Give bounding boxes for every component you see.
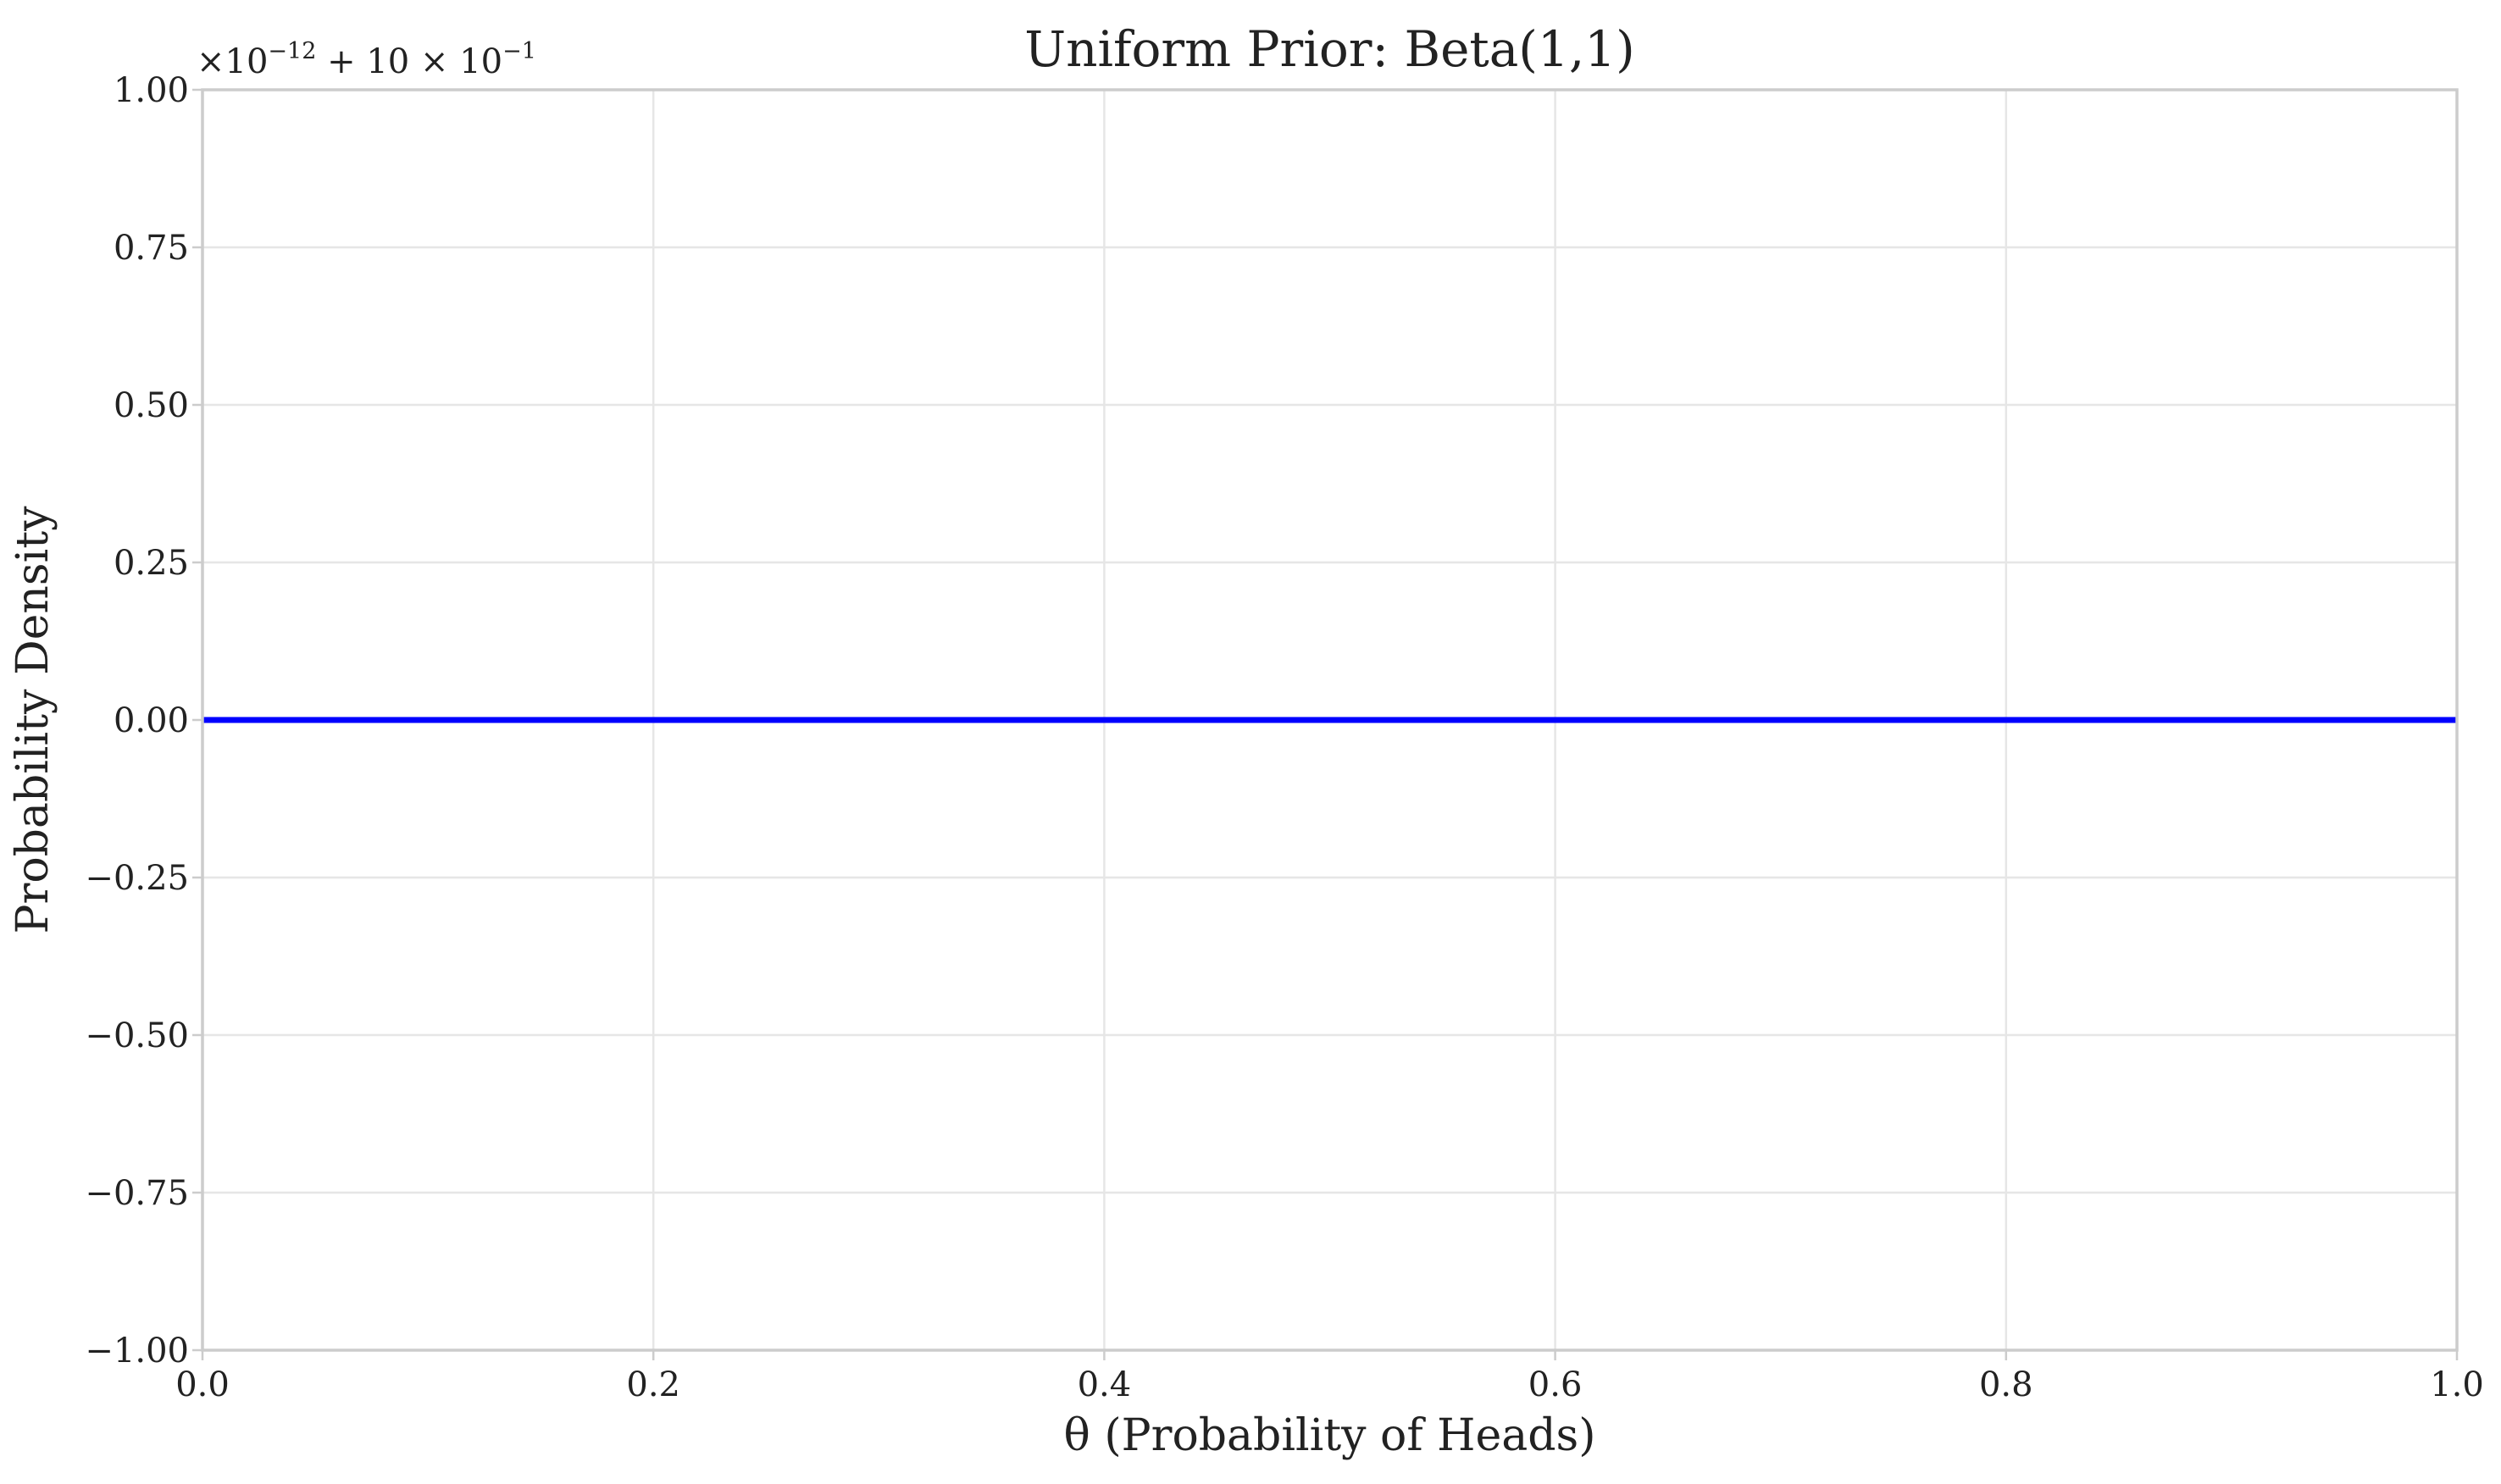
y-tick-label: −0.75 xyxy=(85,1174,189,1213)
x-tick-label: 0.4 xyxy=(1078,1365,1132,1404)
y-tick-label: 0.25 xyxy=(114,544,189,583)
y-tick-label: 0.75 xyxy=(114,229,189,268)
y-tick-label: 1.00 xyxy=(114,71,189,110)
chart-title: Uniform Prior: Beta(1,1) xyxy=(1024,20,1635,78)
offset-base-1: ×10 xyxy=(197,42,268,81)
x-tick-label: 0.0 xyxy=(175,1365,230,1404)
x-tick-label: 0.2 xyxy=(626,1365,680,1404)
x-tick-label: 0.6 xyxy=(1528,1365,1583,1404)
y-axis-offset-text: ×10−12 + 10 × 10−1 xyxy=(197,38,536,81)
y-tick-label: −1.00 xyxy=(85,1332,189,1370)
x-axis-label: θ (Probability of Heads) xyxy=(1063,1410,1595,1461)
offset-exponent-2: −1 xyxy=(502,38,536,64)
offset-exponent-1: −12 xyxy=(268,38,316,64)
offset-base-2: + 10 × 10 xyxy=(316,42,502,81)
y-tick-label: −0.25 xyxy=(85,859,189,898)
ticks: 0.0 0.2 0.4 0.6 0.8 1.0 1.00 0.75 0.50 0.25 0.00 −0… xyxy=(85,71,2483,1404)
x-tick-label: 1.0 xyxy=(2430,1365,2484,1404)
y-tick-label: 0.50 xyxy=(114,386,189,425)
y-tick-label: 0.00 xyxy=(114,701,189,740)
x-tick-label: 0.8 xyxy=(1979,1365,2033,1404)
y-tick-label: −0.50 xyxy=(85,1016,189,1055)
y-axis-label: Probability Density xyxy=(8,506,58,934)
